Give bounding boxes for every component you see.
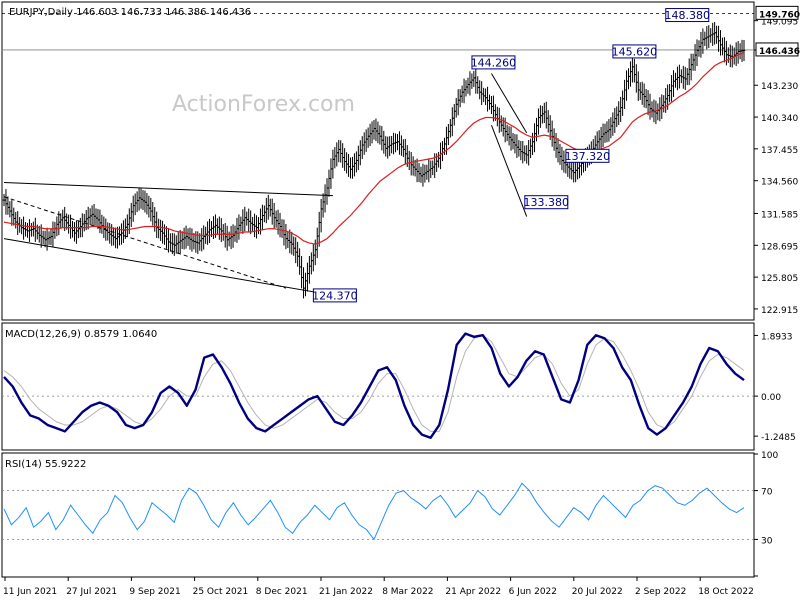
trendline-upper-channel [3,181,333,197]
rsi-y-tick-label: 70 [761,488,773,498]
macd-layer [2,332,754,439]
price-annotation: 148.380 [665,8,711,23]
date-tick-label: 25 Oct 2021 [193,587,249,597]
price-annotation: 144.260 [471,55,517,70]
macd-y-tick-label: 0.00 [761,393,781,403]
price-annotation-box [524,195,569,210]
date-tick-label: 21 Jan 2022 [319,587,373,597]
date-tick-label: 2 Sep 2022 [635,587,686,597]
moving-average-line [3,51,745,245]
macd-y-tick-label: -1.2485 [761,433,796,443]
price-y-tick-label: 125.805 [761,274,798,284]
macd-series-macd [3,332,745,439]
price-y-tick-label: 140.340 [761,114,798,124]
price-y-tick-label: 128.695 [761,242,798,252]
last-price-label: 146.436 [759,47,800,57]
rsi-layer [2,482,754,541]
trendline-wedge-lower [490,125,528,217]
axis-layer: 149.095146.435143.230140.340137.455134.5… [3,5,800,597]
macd-series-signal [3,334,745,432]
price-annotation-label: 137.320 [565,150,611,163]
date-tick-label: 8 Mar 2022 [382,587,433,597]
price-annotation-box [612,44,657,59]
price-annotation-label: 148.380 [665,9,711,22]
macd-panel-frame [1,322,755,451]
reference-level-label: 149.760 [759,10,800,20]
macd-y-tick-label: 1.8933 [761,332,793,342]
price-annotation-label: 144.260 [471,56,517,69]
price-layer: 144.260 145.620 148.380 137.320 133.380 124.3… [2,8,754,303]
rsi-panel-frame [1,452,755,578]
price-annotation-label: 133.380 [524,196,570,209]
date-tick-label: 11 Jun 2021 [3,587,57,597]
price-y-tick-label: 149.095 [761,18,798,28]
price-annotation-label: 145.620 [612,45,658,58]
price-y-tick-label: 122.915 [761,306,798,316]
price-y-tick-label: 143.230 [761,82,798,92]
price-y-tick-label: 137.455 [761,146,798,156]
price-y-tick-label: 131.585 [761,210,798,220]
price-annotation-box [565,148,610,163]
trendline-lower-channel [3,238,357,300]
reference-level-label-box [755,5,799,20]
rsi-title-text: RSI(14) 55.9222 [5,459,86,470]
price-annotation-box [312,288,357,303]
last-price-label-box [755,42,799,57]
watermark-text: ActionForex.com [172,92,355,117]
macd-title-text: MACD(12,26,9) 0.8579 1.0640 [5,329,157,340]
trendline-dashed-support [3,196,287,289]
date-tick-label: 18 Oct 2022 [698,587,754,597]
price-annotation-label: 124.370 [312,289,358,302]
rsi-series-line [3,482,745,541]
date-tick-label: 20 Jul 2022 [572,587,623,597]
price-annotation: 133.380 [524,195,570,210]
date-tick-label: 8 Dec 2021 [256,587,308,597]
price-annotation-box [665,8,710,23]
trendline-wedge-upper [491,73,528,134]
price-y-tick-label: 134.560 [761,178,798,188]
date-tick-label: 21 Apr 2022 [445,587,501,597]
date-tick-label: 9 Sep 2021 [129,587,180,597]
date-tick-label: 27 Jul 2021 [66,587,117,597]
price-annotation: 137.320 [565,148,611,163]
rsi-y-tick-label: 100 [761,451,778,461]
price-title-text: EURJPY,Daily 146.603 146.733 146.386 146… [9,7,251,18]
price-annotation-box [471,55,516,70]
rsi-y-tick-label: 30 [761,536,773,546]
price-annotation: 124.370 [312,288,358,303]
price-annotation: 145.620 [612,44,658,59]
date-tick-label: 6 Jun 2022 [509,587,557,597]
